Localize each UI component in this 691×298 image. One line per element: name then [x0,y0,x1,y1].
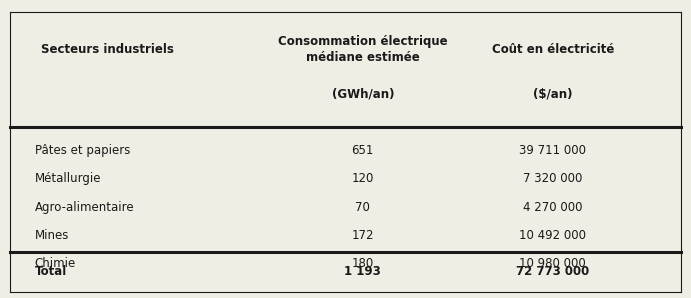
Text: 7 320 000: 7 320 000 [523,172,583,185]
Text: (GWh/an): (GWh/an) [332,87,394,100]
Text: Agro-alimentaire: Agro-alimentaire [35,201,134,214]
Text: Coût en électricité: Coût en électricité [491,43,614,56]
Text: Total: Total [35,265,67,278]
Text: 4 270 000: 4 270 000 [523,201,583,214]
Text: 70: 70 [355,201,370,214]
Text: 39 711 000: 39 711 000 [520,144,586,157]
Text: 651: 651 [352,144,374,157]
Text: 1 193: 1 193 [344,265,381,278]
Text: Mines: Mines [35,229,69,242]
Text: 72 773 000: 72 773 000 [516,265,589,278]
Text: ($/an): ($/an) [533,87,573,100]
Text: 10 492 000: 10 492 000 [520,229,586,242]
Text: Métallurgie: Métallurgie [35,172,101,185]
Text: Pâtes et papiers: Pâtes et papiers [35,144,130,157]
Text: 180: 180 [352,257,374,270]
Text: Consommation électrique
médiane estimée: Consommation électrique médiane estimée [278,35,448,64]
Text: 120: 120 [352,172,374,185]
Text: 172: 172 [352,229,374,242]
Text: 10 980 000: 10 980 000 [520,257,586,270]
Text: Secteurs industriels: Secteurs industriels [41,43,173,56]
Text: Chimie: Chimie [35,257,76,270]
